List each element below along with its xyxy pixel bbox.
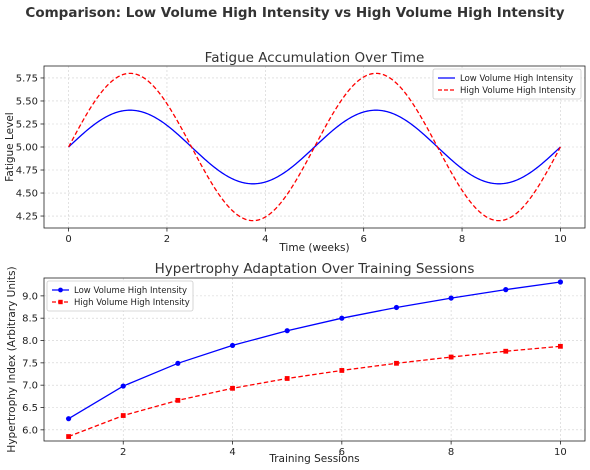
data-point	[448, 295, 454, 301]
series-line-low-volume	[68, 109, 561, 185]
data-point	[284, 376, 290, 381]
y-tick-label: 5.00	[16, 143, 38, 154]
x-tick-label: 8	[448, 447, 454, 458]
y-tick-label: 5.75	[16, 73, 38, 84]
data-point	[175, 360, 181, 366]
data-point	[230, 385, 235, 391]
data-point	[120, 413, 126, 418]
y-tick-label: 4.50	[16, 189, 38, 200]
y-tick-label: 8.5	[22, 314, 38, 325]
data-point	[503, 287, 509, 293]
y-tick-label: 8.0	[22, 336, 38, 347]
data-point	[339, 315, 345, 321]
x-tick-label: 4	[262, 234, 268, 245]
y-tick-label: 7.0	[22, 381, 38, 392]
legend-box	[432, 68, 582, 100]
x-tick-label: 6	[339, 447, 345, 458]
y-axis-label: Fatigue Level	[4, 112, 16, 181]
x-tick-label: 10	[554, 234, 567, 245]
data-point	[229, 342, 236, 349]
y-tick-label: 4.25	[16, 212, 38, 223]
series-line-high-volume	[68, 345, 561, 438]
plot-frame	[43, 277, 586, 442]
legend-marker	[58, 299, 63, 305]
y-tick-label: 4.75	[16, 166, 38, 177]
legend: Low Volume High Intensity High Volume Hig…	[432, 68, 582, 100]
legend-marker	[58, 287, 63, 293]
legend: Low Volume High Intensity High Volume Hig…	[46, 280, 194, 312]
x-tick-label: 10	[554, 447, 567, 458]
y-tick-label: 9.0	[22, 291, 38, 302]
legend-box	[46, 280, 194, 312]
fatigue-chart: 0 2 4 6 8 10 4.25 4.50 4.75 5.00 5.25 5.50 5.75 Fatig…	[4, 50, 586, 254]
data-point	[394, 360, 399, 366]
legend-label: High Volume High Intensity	[74, 298, 190, 308]
data-point	[66, 434, 71, 439]
x-axis-label: Time (weeks)	[278, 242, 349, 254]
data-point	[557, 279, 564, 285]
data-point	[120, 383, 126, 389]
x-tick-label: 4	[229, 447, 235, 458]
series-line-low-volume	[68, 281, 561, 420]
data-point	[175, 397, 181, 403]
y-axis-label: Hypertrophy Index (Arbitrary Units)	[6, 266, 18, 452]
data-point	[339, 368, 345, 373]
x-axis-label: Training Sessions	[268, 453, 359, 465]
hypertrophy-chart: 2 4 6 8 10 6.0 6.5 7.0 7.5 8.0 8.5 9.0 Hypertrophy A…	[6, 261, 586, 465]
legend-label: Low Volume High Intensity	[74, 286, 187, 296]
data-point	[284, 328, 290, 334]
data-point	[558, 343, 563, 349]
data-point	[448, 354, 454, 360]
figure-title: Comparison: Low Volume High Intensity vs…	[25, 5, 564, 21]
x-tick-label: 0	[65, 234, 71, 245]
y-tick-label: 6.0	[22, 425, 38, 436]
series-line-high-volume	[68, 72, 561, 222]
y-tick-label: 7.5	[22, 358, 38, 369]
x-tick-label: 6	[360, 234, 366, 245]
data-point	[503, 348, 509, 354]
y-tick-label: 6.5	[22, 403, 38, 414]
legend-label: High Volume High Intensity	[460, 86, 576, 96]
data-point	[393, 304, 400, 311]
y-tick-label: 5.50	[16, 96, 38, 107]
chart-title: Fatigue Accumulation Over Time	[205, 50, 425, 66]
y-tick-label: 5.25	[16, 119, 38, 130]
x-tick-label: 2	[164, 234, 170, 245]
chart-title: Hypertrophy Adaptation Over Training Ses…	[155, 261, 475, 277]
legend-label: Low Volume High Intensity	[460, 74, 573, 84]
x-tick-label: 8	[459, 234, 465, 245]
data-point	[65, 416, 72, 422]
x-tick-label: 2	[120, 447, 126, 458]
